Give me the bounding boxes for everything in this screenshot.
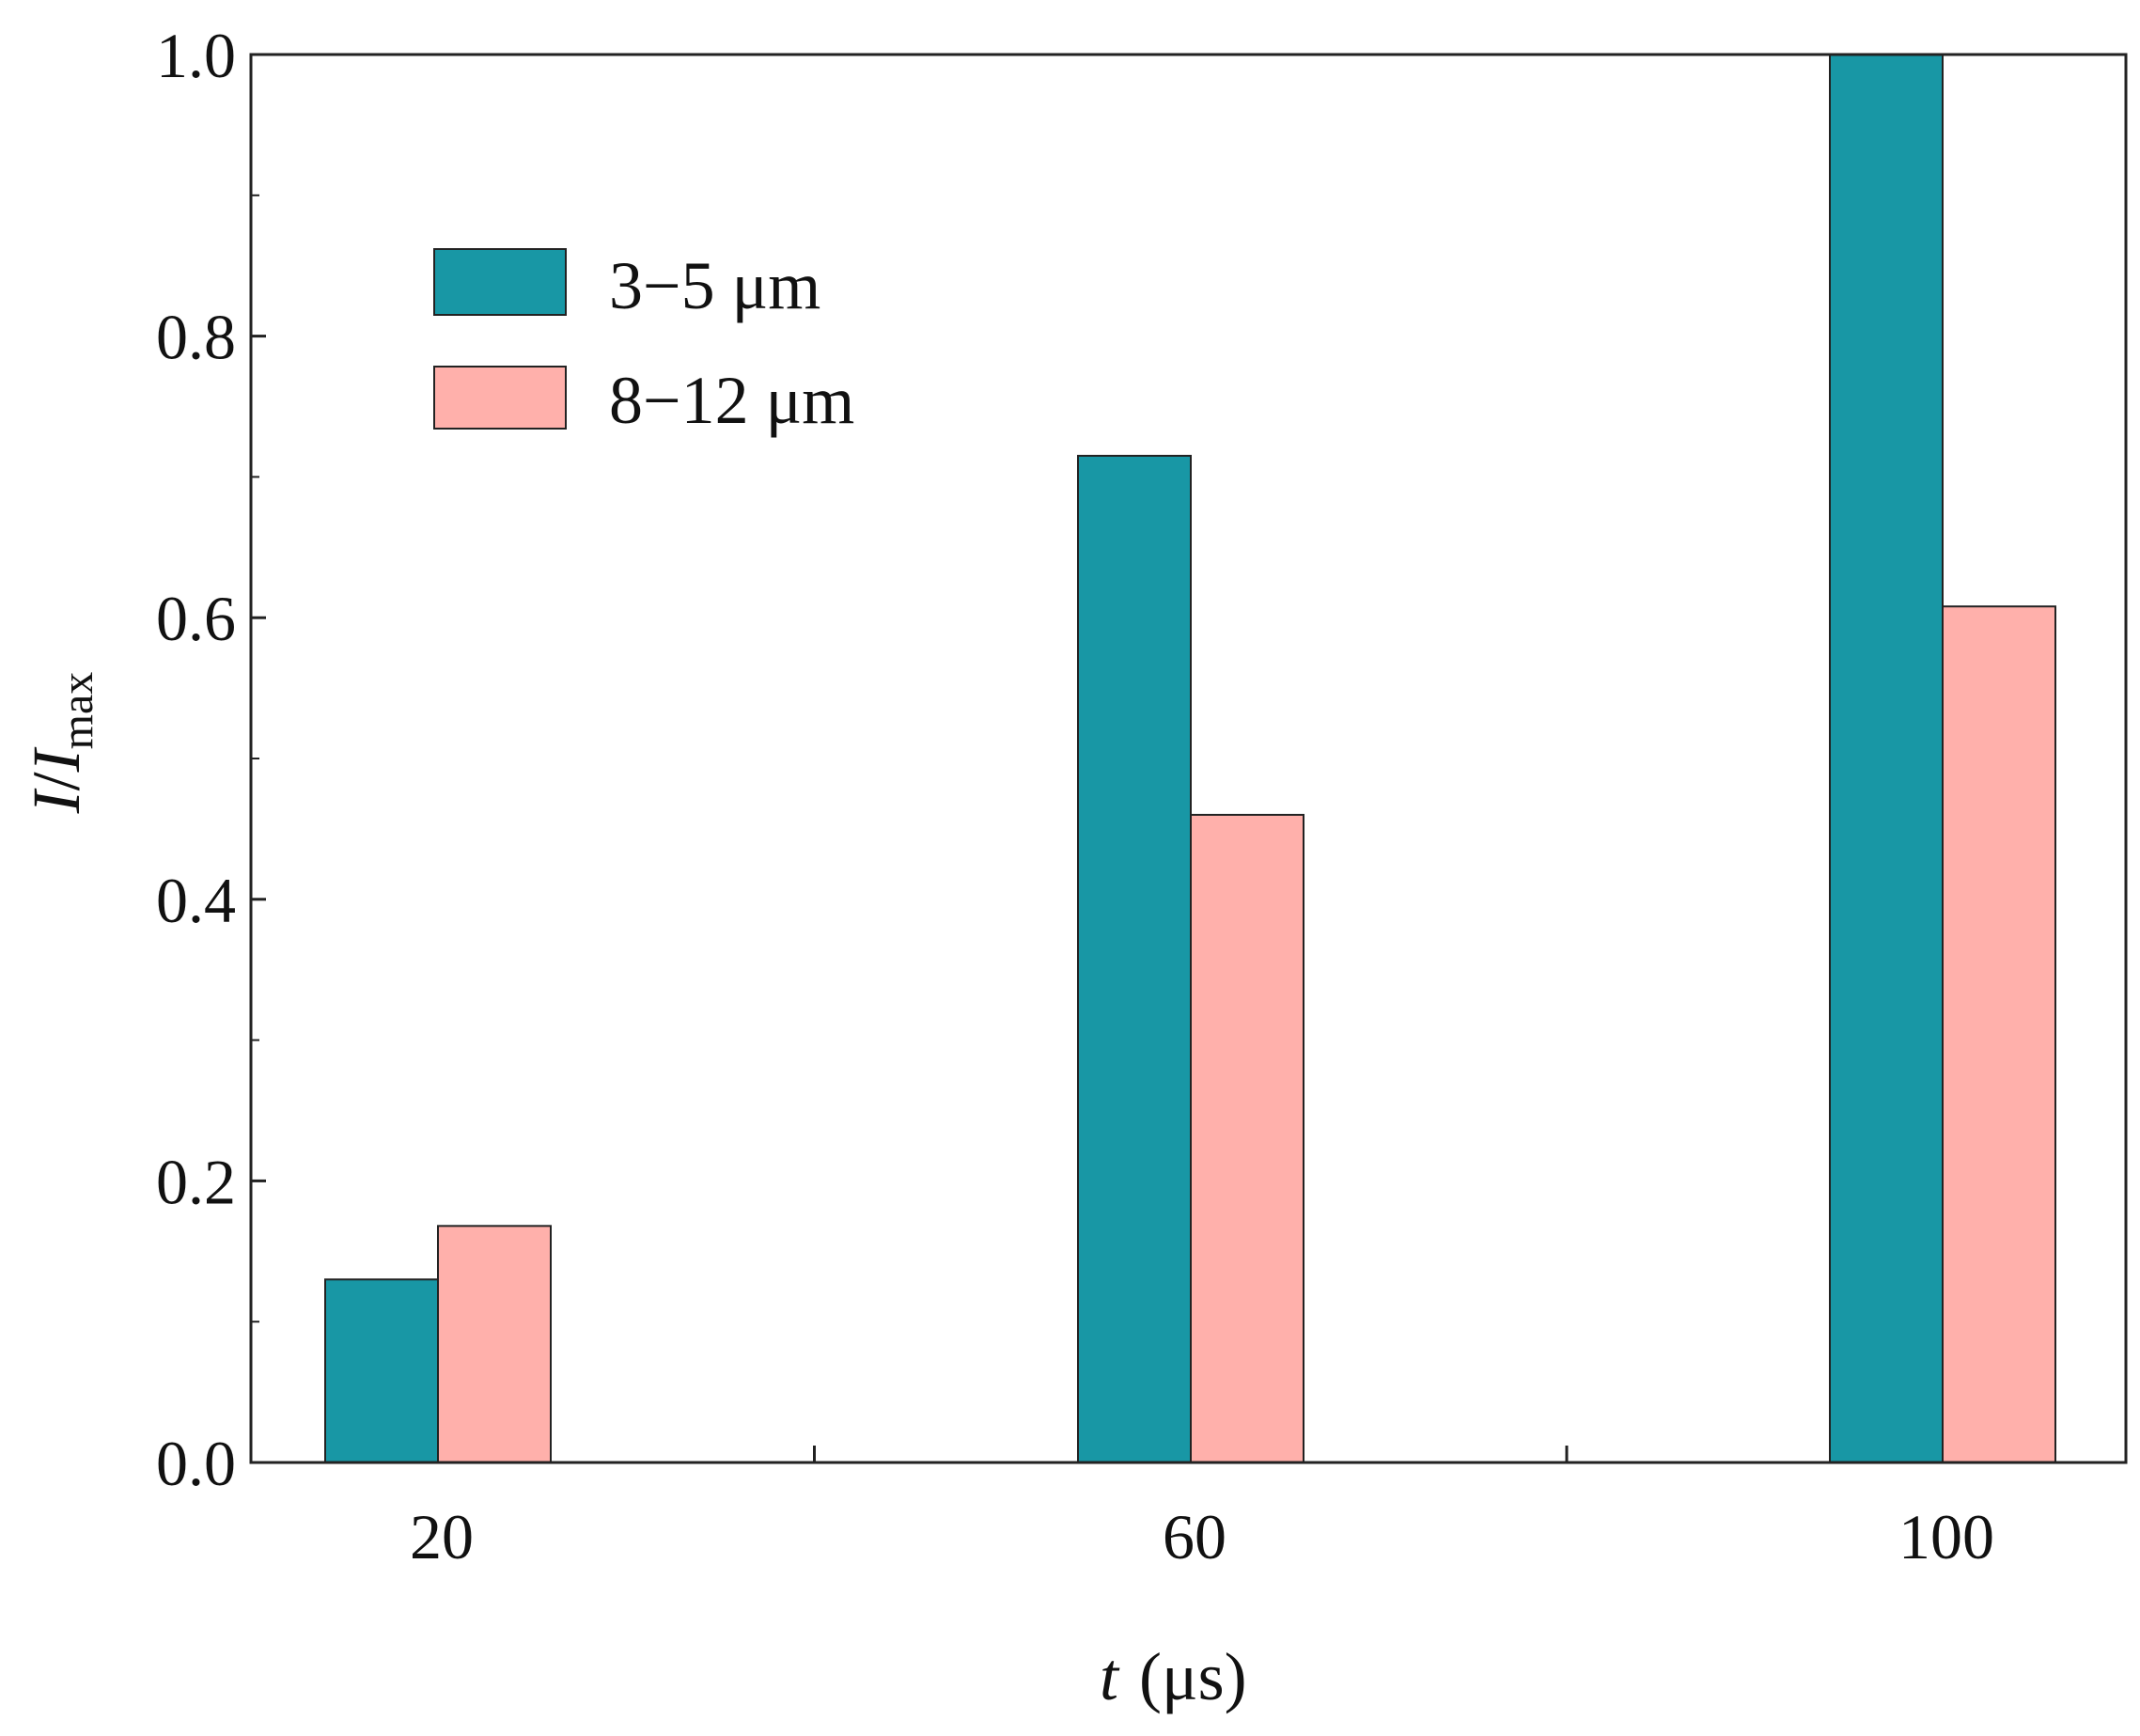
y-tick-label: 0.2 (156, 1146, 236, 1217)
x-axis-label-variable: t (1100, 1639, 1120, 1714)
x-tick-label: 20 (410, 1501, 474, 1572)
y-axis-label: I/Imax (19, 672, 102, 815)
x-tick-label: 60 (1163, 1501, 1226, 1572)
y-axis-label-subscript: max (53, 672, 102, 750)
legend-label-series-1: 3−5 μm (609, 248, 820, 323)
ticks-group: 0.0 0.2 0.4 0.6 0.8 1.0 20 60 100 (156, 20, 1994, 1572)
bar-s1-60 (1077, 454, 1192, 1463)
y-axis-label-variable: I (19, 788, 94, 814)
legend: 3−5 μm 8−12 μm (433, 248, 854, 438)
y-tick-label: 0.8 (156, 302, 236, 373)
legend-label-series-2: 8−12 μm (609, 363, 854, 438)
y-tick-label: 0.0 (156, 1428, 236, 1499)
bar-s2-20 (437, 1225, 552, 1464)
legend-swatch-series-2 (433, 366, 567, 430)
bar-s2-100 (1942, 605, 2056, 1463)
y-tick-label: 0.4 (156, 865, 236, 936)
y-axis-label-separator: / (19, 772, 94, 790)
bar-s2-60 (1190, 813, 1304, 1463)
bar-s1-100 (1829, 54, 1944, 1463)
y-axis-label-variable-2: I (19, 746, 94, 773)
x-axis-label: t (μs) (1100, 1639, 1247, 1714)
legend-swatch-series-1 (433, 248, 567, 316)
y-tick-label: 1.0 (156, 20, 236, 91)
y-tick-label: 0.6 (156, 583, 236, 654)
x-axis-label-unit: (μs) (1139, 1639, 1247, 1714)
x-tick-label: 100 (1898, 1501, 1994, 1572)
bar-s1-20 (324, 1278, 439, 1464)
bars-group (324, 54, 2056, 1464)
